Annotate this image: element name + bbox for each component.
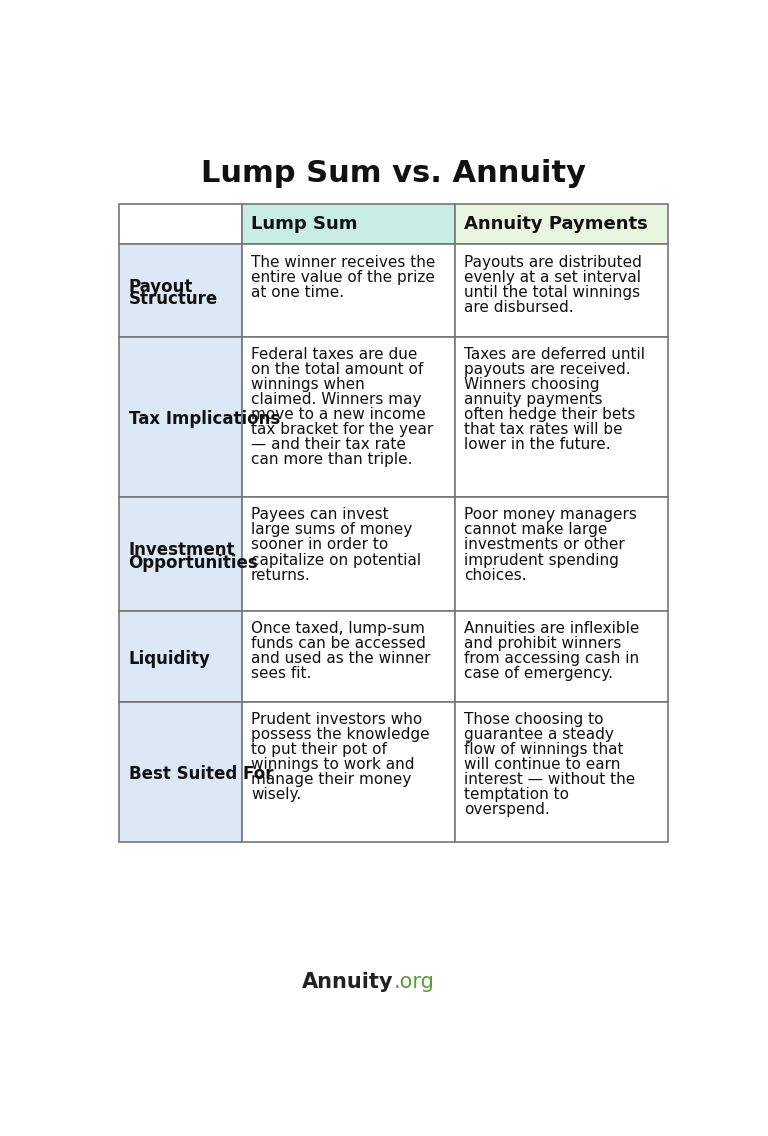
Text: .org: .org: [393, 971, 435, 992]
Bar: [455, 496, 668, 611]
Bar: [119, 336, 242, 496]
Bar: [455, 611, 668, 702]
Text: from accessing cash in: from accessing cash in: [464, 651, 639, 667]
Text: flow of winnings that: flow of winnings that: [464, 742, 624, 758]
Text: Winners choosing: Winners choosing: [464, 377, 600, 392]
Text: Structure: Structure: [128, 291, 218, 308]
Text: winnings when: winnings when: [251, 377, 365, 392]
Text: Taxes are deferred until: Taxes are deferred until: [464, 348, 645, 362]
Text: are disbursed.: are disbursed.: [464, 300, 574, 315]
Text: often hedge their bets: often hedge their bets: [464, 408, 635, 423]
Text: Annuity: Annuity: [302, 971, 393, 992]
Text: and prohibit winners: and prohibit winners: [464, 636, 621, 651]
Text: Once taxed, lump-sum: Once taxed, lump-sum: [251, 621, 425, 636]
Bar: [119, 244, 242, 336]
Text: on the total amount of: on the total amount of: [251, 362, 423, 377]
Bar: [242, 496, 455, 611]
Text: can more than triple.: can more than triple.: [251, 452, 412, 467]
Bar: [455, 244, 668, 336]
Bar: [119, 611, 242, 702]
Text: possess the knowledge: possess the knowledge: [251, 727, 429, 742]
Text: Prudent investors who: Prudent investors who: [251, 712, 422, 727]
Text: until the total winnings: until the total winnings: [464, 285, 641, 300]
Text: winnings to work and: winnings to work and: [251, 758, 415, 772]
Text: returns.: returns.: [251, 568, 311, 583]
Text: Payees can invest: Payees can invest: [251, 508, 389, 523]
Text: move to a new income: move to a new income: [251, 408, 425, 423]
Bar: [242, 611, 455, 702]
Text: wisely.: wisely.: [251, 787, 301, 802]
Text: Investment: Investment: [128, 542, 235, 559]
Text: Federal taxes are due: Federal taxes are due: [251, 348, 417, 362]
Text: annuity payments: annuity payments: [464, 392, 603, 408]
Text: Tax Implications: Tax Implications: [128, 410, 280, 428]
Text: Annuities are inflexible: Annuities are inflexible: [464, 621, 640, 636]
Bar: [119, 702, 242, 842]
Text: Best Suited For: Best Suited For: [128, 766, 273, 784]
Text: case of emergency.: case of emergency.: [464, 667, 613, 682]
Bar: [242, 244, 455, 336]
Bar: [455, 336, 668, 496]
Bar: [119, 204, 242, 244]
Text: interest — without the: interest — without the: [464, 772, 635, 787]
Text: tax bracket for the year: tax bracket for the year: [251, 423, 433, 437]
Text: entire value of the prize: entire value of the prize: [251, 270, 435, 285]
Text: The winner receives the: The winner receives the: [251, 254, 435, 270]
Text: payouts are received.: payouts are received.: [464, 362, 631, 377]
Text: Payouts are distributed: Payouts are distributed: [464, 254, 642, 270]
Text: sooner in order to: sooner in order to: [251, 537, 389, 552]
Text: overspend.: overspend.: [464, 802, 550, 818]
Text: Payout: Payout: [128, 278, 193, 296]
Bar: [242, 204, 455, 244]
Text: Liquidity: Liquidity: [128, 650, 210, 668]
Text: investments or other: investments or other: [464, 537, 625, 552]
Text: manage their money: manage their money: [251, 772, 412, 787]
Text: choices.: choices.: [464, 568, 527, 583]
Text: to put their pot of: to put their pot of: [251, 742, 387, 758]
Text: funds can be accessed: funds can be accessed: [251, 636, 426, 651]
Bar: [242, 336, 455, 496]
Bar: [455, 204, 668, 244]
Bar: [455, 702, 668, 842]
Text: claimed. Winners may: claimed. Winners may: [251, 392, 422, 408]
Text: at one time.: at one time.: [251, 285, 344, 300]
Bar: [119, 496, 242, 611]
Text: will continue to earn: will continue to earn: [464, 758, 621, 772]
Text: — and their tax rate: — and their tax rate: [251, 437, 406, 452]
Text: cannot make large: cannot make large: [464, 523, 607, 537]
Text: lower in the future.: lower in the future.: [464, 437, 611, 452]
Text: and used as the winner: and used as the winner: [251, 651, 431, 667]
Text: temptation to: temptation to: [464, 787, 569, 802]
Text: imprudent spending: imprudent spending: [464, 552, 619, 568]
Text: that tax rates will be: that tax rates will be: [464, 423, 623, 437]
Text: sees fit.: sees fit.: [251, 667, 311, 682]
Bar: [242, 702, 455, 842]
Text: guarantee a steady: guarantee a steady: [464, 727, 614, 742]
Text: Lump Sum: Lump Sum: [251, 215, 357, 233]
Text: evenly at a set interval: evenly at a set interval: [464, 270, 641, 285]
Text: Opportunities: Opportunities: [128, 553, 258, 571]
Text: Poor money managers: Poor money managers: [464, 508, 637, 523]
Text: Lump Sum vs. Annuity: Lump Sum vs. Annuity: [201, 159, 586, 187]
Text: Annuity Payments: Annuity Payments: [464, 215, 648, 233]
Text: large sums of money: large sums of money: [251, 523, 412, 537]
Text: Those choosing to: Those choosing to: [464, 712, 604, 727]
Text: capitalize on potential: capitalize on potential: [251, 552, 421, 568]
